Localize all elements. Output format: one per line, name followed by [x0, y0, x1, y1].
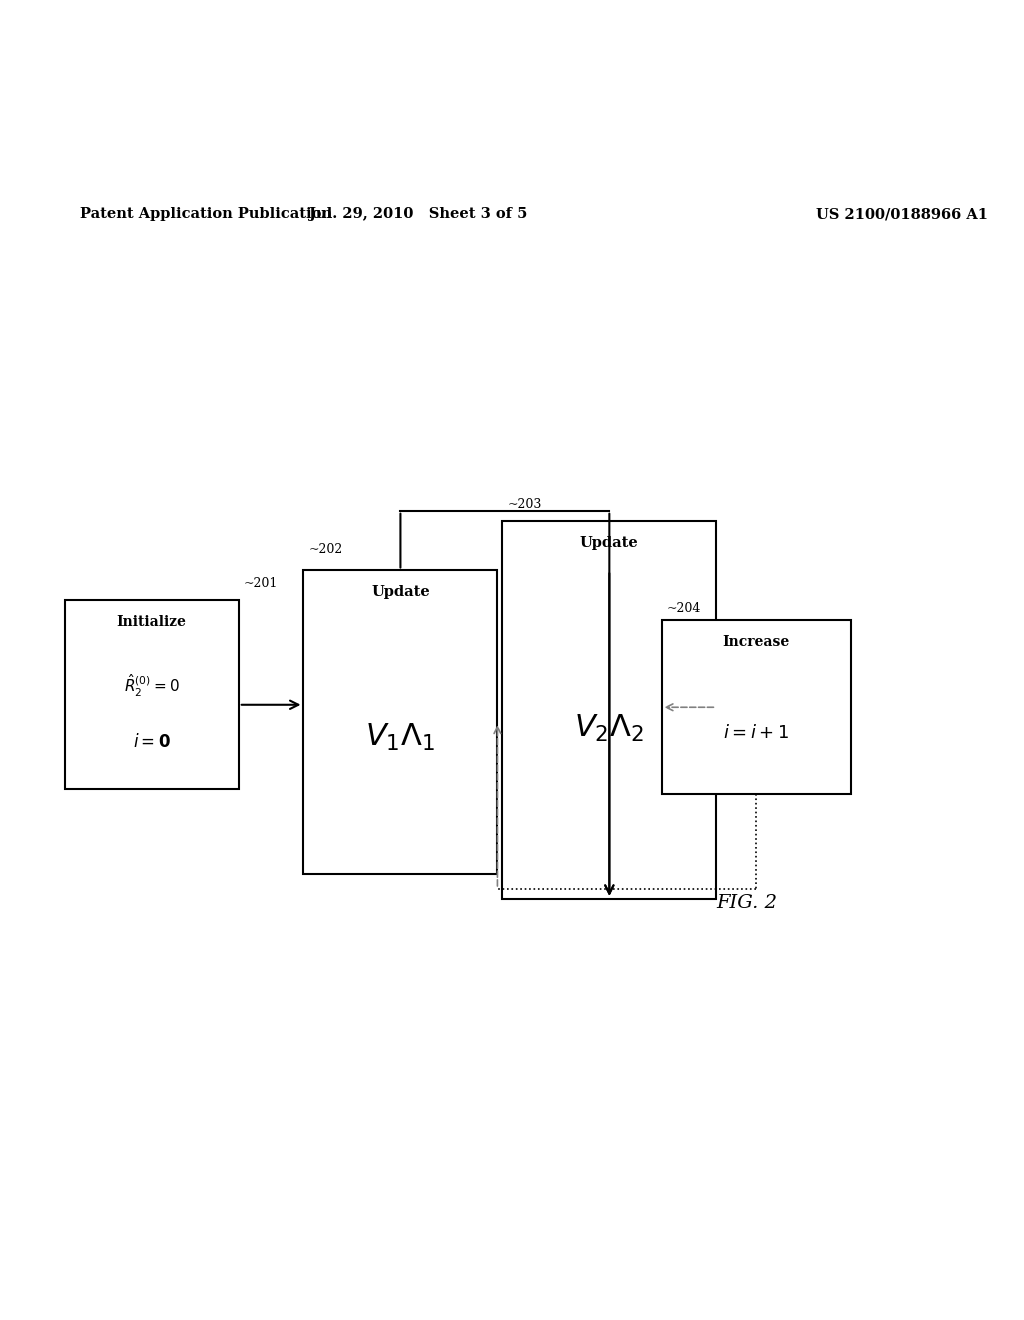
FancyBboxPatch shape	[503, 520, 717, 899]
Text: ~202: ~202	[308, 543, 343, 556]
FancyBboxPatch shape	[65, 601, 239, 789]
Text: $i = \mathit{i} + 1$: $i = \mathit{i} + 1$	[723, 725, 790, 742]
Text: Patent Application Publication: Patent Application Publication	[80, 207, 332, 222]
Text: Initialize: Initialize	[117, 615, 186, 630]
Text: $V_2\Lambda_2$: $V_2\Lambda_2$	[574, 713, 644, 744]
Text: Update: Update	[371, 585, 430, 599]
Text: US 2100/0188966 A1: US 2100/0188966 A1	[816, 207, 988, 222]
Text: Jul. 29, 2010   Sheet 3 of 5: Jul. 29, 2010 Sheet 3 of 5	[308, 207, 527, 222]
Text: FIG. 2: FIG. 2	[717, 894, 777, 912]
Text: ~201: ~201	[244, 577, 279, 590]
Text: Increase: Increase	[723, 635, 790, 649]
Text: $V_1\Lambda_1$: $V_1\Lambda_1$	[366, 722, 435, 752]
Text: ~204: ~204	[667, 602, 700, 615]
Text: $\hat{R}_2^{(0)} = 0$: $\hat{R}_2^{(0)} = 0$	[124, 672, 179, 698]
FancyBboxPatch shape	[303, 570, 498, 874]
Text: $i = \mathbf{0}$: $i = \mathbf{0}$	[133, 733, 171, 751]
Text: ~203: ~203	[507, 498, 542, 511]
Text: Update: Update	[580, 536, 639, 549]
FancyBboxPatch shape	[662, 620, 851, 795]
